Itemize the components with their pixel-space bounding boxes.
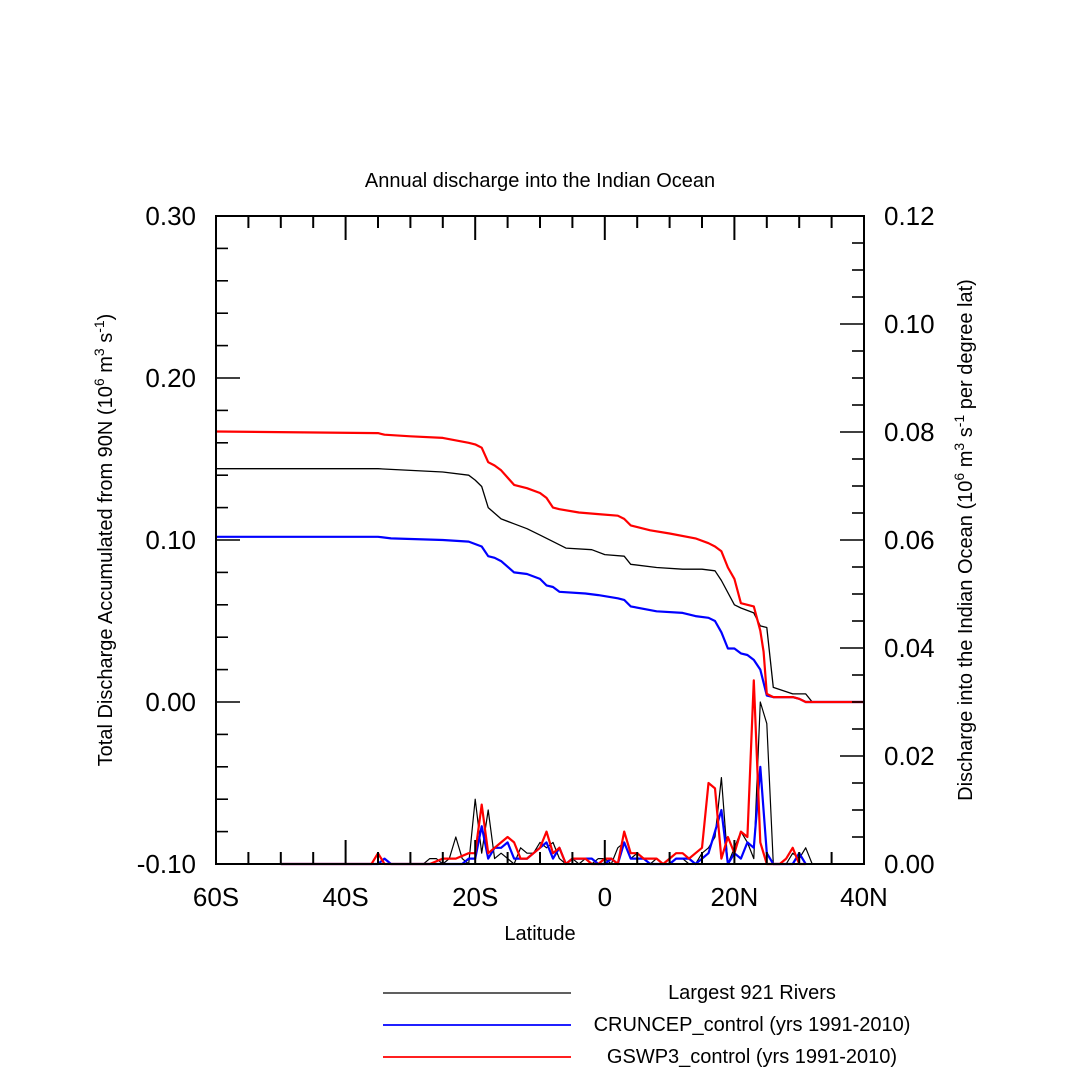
y-right-tick-label: 0.02 [884, 741, 935, 771]
x-tick-label: 0 [598, 882, 612, 912]
y-left-tick-label: 0.00 [145, 687, 196, 717]
x-tick-label: 20S [452, 882, 498, 912]
series-line-gswp3-control-yrs-1991-2010 [215, 430, 864, 704]
y-left-axis-title: Total Discharge Accumulated from 90N (10… [91, 314, 117, 767]
legend-label-gswp3: GSWP3_control (yrs 1991-2010) [607, 1046, 897, 1068]
ticks-layer: 60S 40S 20S 0 20N 40N -0.10 0.00 0.10 0.20 0.30 0.0… [137, 201, 935, 912]
series-line-cruncep-control-yrs-1991-2010 [216, 535, 864, 704]
series-line-largest-921-rivers [216, 468, 864, 703]
x-tick-label: 40S [322, 882, 368, 912]
y-right-axis-title: Discharge into the Indian Ocean (106 m3 … [951, 279, 977, 801]
legend-label-largest-rivers: Largest 921 Rivers [668, 982, 836, 1004]
y-left-tick-label: 0.10 [145, 525, 196, 555]
legend: Largest 921 Rivers CRUNCEP_control (yrs … [383, 982, 910, 1068]
y-left-tick-label: -0.10 [137, 849, 196, 879]
y-right-tick-label: 0.08 [884, 417, 935, 447]
x-tick-label: 40N [840, 882, 888, 912]
x-tick-label: 60S [193, 882, 239, 912]
legend-label-cruncep: CRUNCEP_control (yrs 1991-2010) [594, 1014, 911, 1036]
x-axis-title: Latitude [504, 923, 575, 945]
y-right-tick-label: 0.06 [884, 525, 935, 555]
series-line-gswp3-control-per-degree-lat [280, 679, 806, 866]
x-tick-label: 20N [711, 882, 759, 912]
chart-title: Annual discharge into the Indian Ocean [365, 170, 715, 192]
y-right-tick-label: 0.12 [884, 201, 935, 231]
y-right-tick-label: 0.04 [884, 633, 935, 663]
y-left-tick-label: 0.30 [145, 201, 196, 231]
y-right-tick-label: 0.10 [884, 309, 935, 339]
plot-frame [215, 215, 865, 865]
series-line-largest-921-rivers-per-degree-lat [280, 701, 813, 865]
series-line-cruncep-control-per-degree-lat [280, 765, 807, 866]
y-right-tick-label: 0.00 [884, 849, 935, 879]
series-layer [215, 430, 864, 866]
y-left-tick-label: 0.20 [145, 363, 196, 393]
